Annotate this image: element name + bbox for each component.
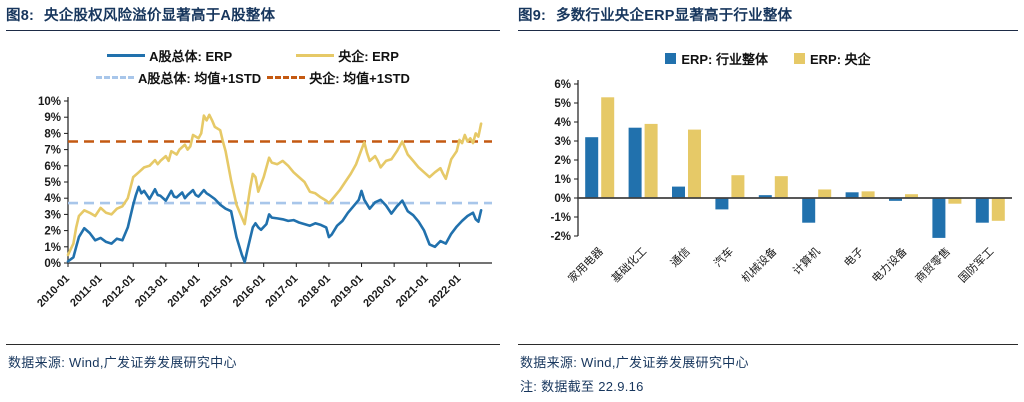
- figure-8-chart-area: 0% 1% 2% 3% 4% 5% 6% 7% 8% 9% 10% 2010-01 2011-01 201…: [6, 91, 500, 332]
- svg-text:0%: 0%: [554, 193, 571, 205]
- svg-text:5%: 5%: [44, 177, 61, 189]
- svg-text:2%: 2%: [554, 155, 571, 167]
- svg-text:8%: 8%: [44, 128, 61, 140]
- figure-9-legend: ERP: 行业整体 ERP: 央企: [518, 49, 1018, 68]
- svg-text:电子: 电子: [841, 245, 866, 270]
- figure-9-source: 数据来源: Wind,广发证券发展研究中心: [520, 355, 749, 370]
- figure-9-panel: 图9: 多数行业央企ERP显著高于行业整体 ERP: 行业整体 ERP: 央企 -…: [518, 0, 1018, 402]
- svg-text:10%: 10%: [38, 96, 61, 108]
- svg-text:4%: 4%: [44, 193, 61, 205]
- legend-a-share-mean-std: A股总体: 均值+1STD: [96, 68, 261, 87]
- figure-9-title: 图9: 多数行业央企ERP显著高于行业整体: [518, 0, 1018, 25]
- legend-a-share-erp: A股总体: ERP: [107, 46, 232, 65]
- svg-text:6%: 6%: [554, 79, 571, 91]
- figure-8-legend-row-2: A股总体: 均值+1STD 央企: 均值+1STD: [96, 68, 410, 87]
- svg-text:2011-01: 2011-01: [68, 273, 105, 310]
- figure-9-title-divider: [518, 30, 1018, 31]
- figure-9-note: 注: 数据截至 22.9.16: [520, 379, 644, 394]
- svg-text:2012-01: 2012-01: [100, 273, 137, 310]
- figure-8-source: 数据来源: Wind,广发证券发展研究中心: [8, 355, 237, 370]
- svg-text:0%: 0%: [44, 258, 61, 270]
- svg-text:机械设备: 机械设备: [738, 244, 779, 285]
- figure-9-bottom-divider: [518, 344, 1018, 345]
- figure-9-chart-area: -2% -1% 0% 1% 2% 3% 4% 5% 6% 家用电器 基础化工 通信 汽车 机械设备 计算机电…: [518, 72, 1018, 329]
- svg-text:基础化工: 基础化工: [608, 244, 649, 285]
- svg-text:2016-01: 2016-01: [231, 273, 268, 310]
- svg-text:7%: 7%: [44, 145, 61, 157]
- figure-9-heading: 多数行业央企ERP显著高于行业整体: [556, 8, 793, 24]
- svg-text:商贸零售: 商贸零售: [912, 244, 953, 285]
- svg-text:6%: 6%: [44, 161, 61, 173]
- erp-soe-square-swatch: [794, 53, 805, 64]
- svg-text:汽车: 汽车: [711, 244, 736, 269]
- svg-text:5%: 5%: [554, 98, 571, 110]
- svg-text:3%: 3%: [554, 136, 571, 148]
- svg-text:2010-01: 2010-01: [35, 273, 72, 310]
- legend-soe-mean-std-label: 央企: 均值+1STD: [309, 71, 410, 86]
- legend-soe-erp-label: 央企: ERP: [338, 49, 399, 64]
- figure-8-legend: A股总体: ERP 央企: ERP A股总体: 均值+1STD 央企: 均值+1…: [6, 43, 500, 87]
- svg-text:通信: 通信: [668, 245, 693, 270]
- svg-text:计算机: 计算机: [790, 244, 823, 277]
- svg-text:-2%: -2%: [551, 231, 571, 243]
- svg-text:2017-01: 2017-01: [263, 273, 300, 310]
- legend-soe-erp: 央企: ERP: [296, 46, 399, 65]
- figure-8-heading: 央企股权风险溢价显著高于A股整体: [44, 8, 276, 24]
- svg-text:1%: 1%: [554, 174, 571, 186]
- svg-text:3%: 3%: [44, 209, 61, 221]
- svg-text:-1%: -1%: [551, 212, 571, 224]
- svg-text:9%: 9%: [44, 112, 61, 124]
- legend-a-share-erp-label: A股总体: ERP: [149, 49, 233, 64]
- figure-9-number: 图9:: [518, 8, 546, 24]
- svg-text:2014-01: 2014-01: [166, 273, 203, 310]
- svg-text:1%: 1%: [44, 242, 61, 254]
- soe-mean-std-dash-swatch: [267, 76, 306, 79]
- svg-text:2019-01: 2019-01: [329, 273, 366, 310]
- erp-industry-square-swatch: [665, 53, 677, 64]
- legend-erp-industry: ERP: 行业整体: [665, 49, 768, 68]
- figure-8-panel: 图8: 央企股权风险溢价显著高于A股整体 A股总体: ERP 央企: ERP A股…: [6, 0, 500, 402]
- erp-by-industry-chart: -2%-1%0%1%2%3%4%5%6%家用电器 基础化工 通信 汽车 机械设备 计算机电…: [551, 79, 1012, 285]
- legend-soe-mean-std: 央企: 均值+1STD: [267, 68, 410, 87]
- svg-text:2013-01: 2013-01: [133, 273, 170, 310]
- erp-time-series-chart: 0%1%2%3%4%5%6%7%8%9%10%2010-012011-01201…: [35, 96, 492, 310]
- svg-text:4%: 4%: [554, 117, 571, 129]
- a-share-erp-line-swatch: [107, 54, 146, 57]
- legend-erp-industry-label: ERP: 行业整体: [681, 52, 768, 67]
- figure-8-title-divider: [6, 30, 500, 31]
- svg-text:2018-01: 2018-01: [296, 273, 333, 310]
- svg-text:2020-01: 2020-01: [361, 273, 398, 310]
- figure-8-legend-row-1: A股总体: ERP 央企: ERP: [107, 46, 399, 65]
- svg-text:家用电器: 家用电器: [565, 244, 606, 285]
- a-share-mean-std-dash-swatch: [96, 76, 135, 79]
- svg-text:国防军工: 国防军工: [955, 244, 996, 285]
- soe-erp-line-swatch: [296, 54, 335, 57]
- figure-8-bottom-divider: [6, 344, 500, 345]
- svg-text:电力设备: 电力设备: [869, 244, 910, 285]
- figure-8-title: 图8: 央企股权风险溢价显著高于A股整体: [6, 0, 500, 25]
- legend-erp-soe: ERP: 央企: [794, 49, 871, 68]
- svg-text:2022-01: 2022-01: [426, 273, 463, 310]
- legend-a-share-mean-std-label: A股总体: 均值+1STD: [138, 71, 262, 86]
- svg-text:2015-01: 2015-01: [198, 273, 235, 310]
- svg-text:2%: 2%: [44, 226, 61, 238]
- figure-8-number: 图8:: [6, 8, 34, 24]
- svg-text:2021-01: 2021-01: [394, 273, 431, 310]
- legend-erp-soe-label: ERP: 央企: [810, 52, 871, 67]
